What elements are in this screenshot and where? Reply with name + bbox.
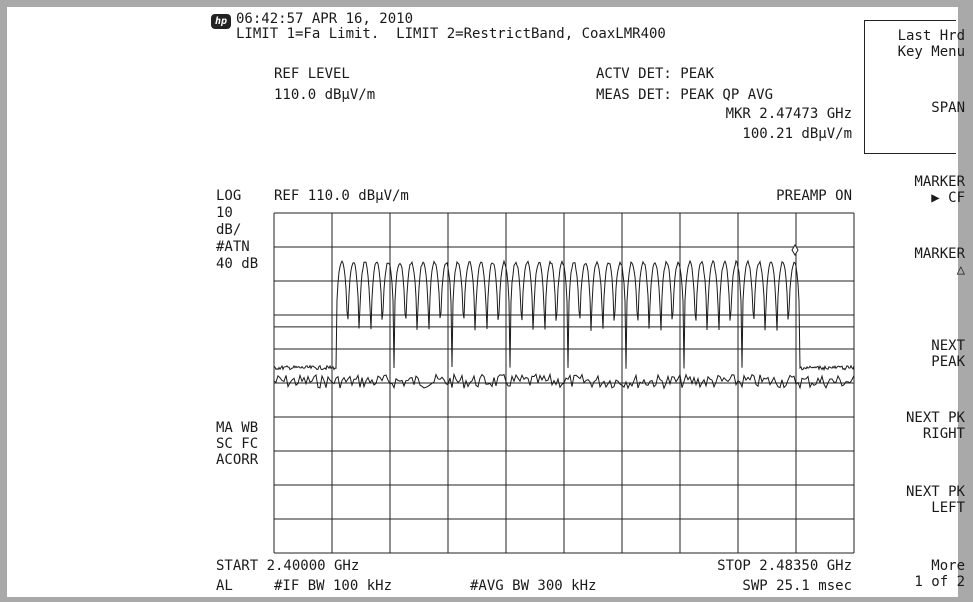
alert-indicator: AL (216, 578, 233, 594)
annotation-sc-fc: SC FC (216, 436, 259, 452)
reference-readout: REF 110.0 dBµV/m (274, 188, 409, 204)
marker-diamond (791, 244, 799, 256)
measure-detector: MEAS DET: PEAK QP AVG (596, 87, 774, 103)
scale-unit: dB/ (216, 222, 242, 238)
softkey-last-hrd-key-menu[interactable]: Last Hrd Key Menu (898, 28, 965, 60)
annotation-ma-wb: MA WB (216, 420, 259, 436)
scale-type: LOG (216, 188, 242, 204)
scale-per-div: 10 (216, 205, 233, 221)
hp-logo-icon: hp (211, 14, 231, 29)
softkey-more[interactable]: More 1 of 2 (914, 558, 965, 590)
timestamp: 06:42:57 APR 16, 2010 (236, 11, 414, 27)
annotation-acorr: ACORR (216, 452, 259, 468)
softkey-label: LEFT (931, 500, 965, 516)
ref-level-value: 110.0 dBµV/m (274, 87, 376, 103)
softkey-label: RIGHT (922, 426, 965, 442)
softkey-label: More (931, 558, 965, 574)
attenuation-value: 40 dB (216, 256, 259, 272)
softkey-label: Last Hrd (897, 28, 965, 44)
softkey-next-peak[interactable]: NEXT PEAK (931, 338, 965, 370)
softkey-label: NEXT PK (905, 484, 965, 500)
softkey-next-pk-right[interactable]: NEXT PK RIGHT (906, 410, 965, 442)
marker-frequency: MKR 2.47473 GHz (725, 106, 852, 122)
attenuation-label: #ATN (216, 239, 250, 255)
softkey-label: NEXT PK (905, 410, 965, 426)
softkey-label: PEAK (931, 354, 965, 370)
peak-trace (273, 259, 855, 372)
avg-bandwidth: #AVG BW 300 kHz (470, 578, 597, 594)
softkey-marker-to-cf[interactable]: MARKER ▶ CF (914, 174, 965, 206)
softkey-label: SPAN (931, 100, 965, 116)
softkey-span[interactable]: SPAN (931, 100, 965, 116)
softkey-label: Key Menu (897, 44, 965, 60)
limit-lines-text: LIMIT 1=Fa Limit. LIMIT 2=RestrictBand, … (236, 26, 666, 42)
start-frequency: START 2.40000 GHz (216, 558, 360, 574)
softkey-label: △ (956, 262, 965, 278)
sweep-time: SWP 25.1 msec (742, 578, 852, 594)
active-detector: ACTV DET: PEAK (596, 66, 715, 82)
softkey-label: 1 of 2 (914, 574, 965, 590)
stop-frequency: STOP 2.48350 GHz (717, 558, 852, 574)
softkey-label: MARKER (914, 246, 965, 262)
active-softkey-frame (864, 20, 956, 154)
softkey-next-pk-left[interactable]: NEXT PK LEFT (906, 484, 965, 516)
preamp-status: PREAMP ON (776, 188, 852, 204)
softkey-label: MARKER (914, 174, 965, 190)
if-bandwidth: #IF BW 100 kHz (274, 578, 393, 594)
marker-amplitude: 100.21 dBµV/m (742, 126, 852, 142)
softkey-label: ▶ CF (931, 190, 965, 206)
noise-floor-trace (273, 372, 855, 390)
softkey-label: NEXT (931, 338, 965, 354)
ref-level-label: REF LEVEL (274, 66, 350, 82)
softkey-marker-delta[interactable]: MARKER △ (914, 246, 965, 278)
